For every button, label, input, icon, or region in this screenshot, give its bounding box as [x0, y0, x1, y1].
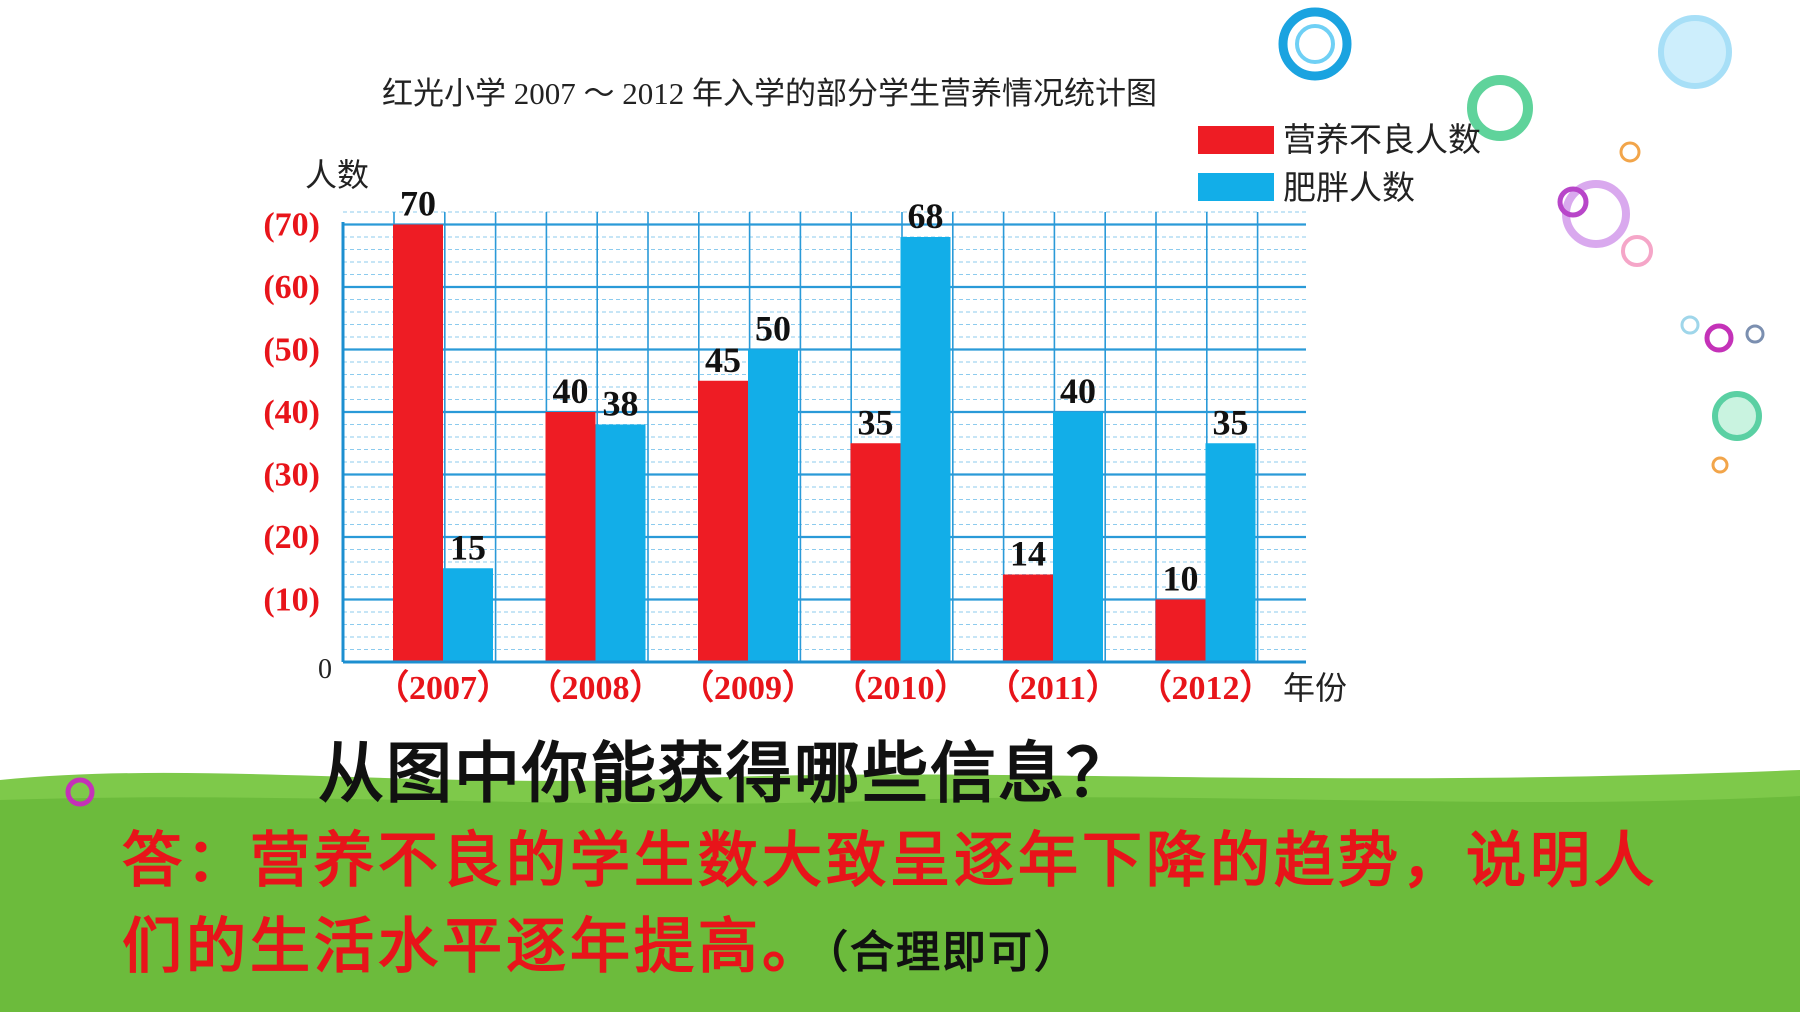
bubble-decoration — [1621, 235, 1653, 267]
bar-undernourished — [393, 224, 443, 662]
answer-text: 答：营养不良的学生数大致呈逐年下降的趋势，说明人们的生活水平逐年提高。 — [122, 826, 1658, 982]
answer-note: （合理即可） — [826, 927, 1080, 978]
bar-obese — [595, 424, 646, 662]
y-tick-label: (50) — [263, 332, 320, 369]
bubble-decoration — [1619, 141, 1641, 163]
bar-value-label: 50 — [755, 309, 791, 349]
bubble-decoration — [1278, 7, 1352, 81]
bar-chart: 红光小学 2007 ～ 2012 年入学的部分学生营养情况统计图 70 40 45 3… — [263, 76, 1481, 707]
question-text: 从图中你能获得哪些信息？ — [318, 735, 1134, 812]
chart-legend: 营养不良人数 肥胖人数 — [1198, 122, 1481, 207]
chart-title: 红光小学 2007 ～ 2012 年入学的部分学生营养情况统计图 — [382, 76, 1157, 111]
legend-label-undernourished: 营养不良人数 — [1283, 122, 1481, 159]
bar-value-label: 15 — [450, 527, 486, 567]
bubble-decoration — [1467, 75, 1533, 141]
x-tick-label: （2007） — [375, 668, 511, 707]
background-decoration — [0, 7, 1800, 1012]
legend-swatch-undernourished — [1198, 126, 1274, 154]
origin-label: 0 — [318, 654, 332, 685]
bar-undernourished — [1155, 599, 1206, 662]
y-axis-tick-labels: (10) (20) (30) (40) (50) (60) (70) — [263, 207, 320, 619]
x-axis-label: 年份 — [1283, 670, 1347, 706]
x-tick-label: （2010） — [833, 668, 969, 707]
bubble-decoration — [65, 777, 95, 807]
y-tick-label: (30) — [263, 457, 320, 494]
x-tick-label: （2009） — [680, 668, 816, 707]
x-tick-label: （2012） — [1138, 668, 1274, 707]
bar-obese — [1053, 412, 1103, 662]
bar-value-label: 40 — [553, 371, 589, 411]
bar-value-label: 68 — [908, 196, 944, 236]
answer-block: 答：营养不良的学生数大致呈逐年下降的趋势，说明人们的生活水平逐年提高。（合理即可… — [122, 818, 1682, 996]
bar-undernourished — [545, 412, 596, 662]
bubble-decoration — [1658, 15, 1732, 89]
bar-value-label: 38 — [603, 384, 639, 424]
chart-data-labels: 70 40 45 35 14 10 15 38 50 68 40 35 — [400, 184, 1249, 599]
bar-undernourished — [850, 443, 901, 662]
y-tick-label: (40) — [263, 394, 320, 431]
chart-bars — [393, 224, 1256, 662]
y-tick-label: (70) — [263, 207, 320, 244]
bar-obese — [900, 237, 951, 662]
bar-value-label: 14 — [1010, 534, 1046, 574]
y-tick-label: (20) — [263, 519, 320, 556]
grass-highlight — [0, 796, 1800, 1012]
x-tick-label: （2011） — [986, 668, 1120, 707]
bubble-decoration — [1711, 456, 1729, 474]
x-axis-tick-labels: （2007） （2008） （2009） （2010） （2011） （2012） — [375, 668, 1274, 707]
y-axis-label: 人数 — [305, 157, 369, 193]
bar-value-label: 35 — [858, 402, 894, 442]
bar-obese — [443, 568, 493, 662]
bar-value-label: 45 — [705, 340, 741, 380]
bar-undernourished — [698, 380, 748, 662]
legend-swatch-obese — [1198, 173, 1274, 201]
bar-value-label: 35 — [1213, 402, 1249, 442]
bar-value-label: 10 — [1163, 559, 1199, 599]
legend-label-obese: 肥胖人数 — [1283, 170, 1415, 207]
bar-obese — [748, 349, 798, 662]
bar-value-label: 40 — [1060, 371, 1096, 411]
bubble-decoration — [1295, 24, 1335, 64]
bar-obese — [1205, 443, 1256, 662]
bubble-decoration — [1680, 315, 1700, 335]
y-tick-label: (10) — [263, 582, 320, 619]
bubble-decoration — [1712, 391, 1762, 441]
bubble-decoration — [1745, 324, 1765, 344]
bar-value-label: 70 — [400, 184, 436, 224]
x-tick-label: （2008） — [528, 668, 664, 707]
y-tick-label: (60) — [263, 269, 320, 306]
bar-undernourished — [1003, 574, 1053, 662]
bubble-decoration — [1704, 323, 1734, 353]
bubble-decoration — [1557, 186, 1589, 218]
